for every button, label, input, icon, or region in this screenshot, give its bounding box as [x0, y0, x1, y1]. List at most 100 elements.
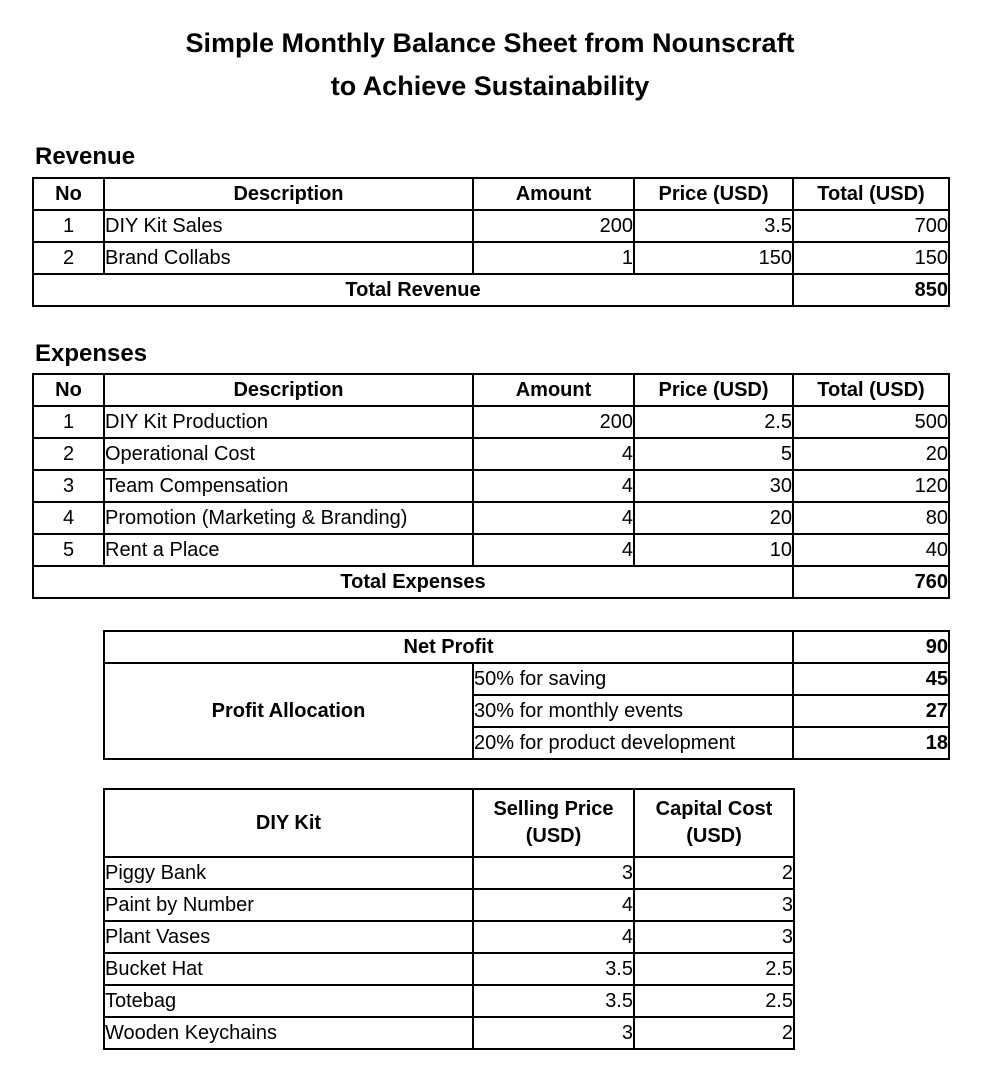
cell-description: DIY Kit Sales [103, 209, 474, 243]
cell-allocation: 50% for saving [472, 662, 794, 696]
cell-total: 20 [792, 437, 950, 471]
expenses-table: No Description Amount Price (USD) Total … [32, 373, 950, 599]
cell-allocation-value: 18 [792, 726, 950, 760]
cell-capital-cost: 2.5 [633, 952, 795, 986]
diy-kit-header-capital: Capital Cost (USD) [633, 788, 795, 858]
diy-kit-header-name: DIY Kit [103, 788, 474, 858]
cell-description: DIY Kit Production [103, 405, 474, 439]
table-row: 2 Operational Cost 4 5 20 [32, 437, 950, 471]
cell-capital-cost: 3 [633, 920, 795, 954]
diy-kit-header-selling-line-2: (USD) [525, 825, 582, 847]
table-row: 3 Team Compensation 4 30 120 [32, 469, 950, 503]
diy-kit-table: DIY Kit Selling Price (USD) Capital Cost… [103, 788, 795, 1050]
cell-kit-name: Plant Vases [103, 920, 474, 954]
net-profit-row: Net Profit 90 [103, 630, 950, 664]
revenue-total-label: Total Revenue [32, 273, 794, 307]
cell-amount: 4 [472, 469, 635, 503]
cell-capital-cost: 2 [633, 1016, 795, 1050]
table-row: Piggy Bank 3 2 [103, 856, 795, 890]
cell-no: 5 [32, 533, 105, 567]
cell-description: Team Compensation [103, 469, 474, 503]
cell-total: 120 [792, 469, 950, 503]
table-row: Profit Allocation 50% for saving 45 [103, 662, 950, 760]
table-row: 2 Brand Collabs 1 150 150 [32, 241, 950, 275]
cell-kit-name: Piggy Bank [103, 856, 474, 890]
cell-allocation: 30% for monthly events [472, 694, 794, 728]
cell-no: 1 [32, 405, 105, 439]
cell-price: 3.5 [633, 209, 794, 243]
cell-no: 1 [32, 209, 105, 243]
table-row: Totebag 3.5 2.5 [103, 984, 795, 1018]
table-row: Bucket Hat 3.5 2.5 [103, 952, 795, 986]
diy-kit-header-row: DIY Kit Selling Price (USD) Capital Cost… [103, 788, 795, 858]
net-profit-value: 90 [792, 630, 950, 664]
cell-amount: 200 [472, 405, 635, 439]
cell-capital-cost: 3 [633, 888, 795, 922]
cell-description: Rent a Place [103, 533, 474, 567]
cell-amount: 4 [472, 501, 635, 535]
cell-selling-price: 3 [472, 1016, 635, 1050]
page-title-line-1: Simple Monthly Balance Sheet from Nounsc… [185, 28, 795, 58]
cell-selling-price: 4 [472, 920, 635, 954]
cell-total: 150 [792, 241, 950, 275]
cell-capital-cost: 2.5 [633, 984, 795, 1018]
expenses-header-total: Total (USD) [792, 373, 950, 407]
table-row: 4 Promotion (Marketing & Branding) 4 20 … [32, 501, 950, 535]
table-row: 5 Rent a Place 4 10 40 [32, 533, 950, 567]
cell-price: 20 [633, 501, 794, 535]
table-row: 1 DIY Kit Sales 200 3.5 700 [32, 209, 950, 243]
cell-total: 500 [792, 405, 950, 439]
revenue-header-total: Total (USD) [792, 177, 950, 211]
cell-total: 700 [792, 209, 950, 243]
cell-capital-cost: 2 [633, 856, 795, 890]
revenue-table: No Description Amount Price (USD) Total … [32, 177, 950, 307]
table-row: Paint by Number 4 3 [103, 888, 795, 922]
table-row: 20% for product development 18 [104, 726, 950, 760]
diy-kit-header-selling: Selling Price (USD) [472, 788, 635, 858]
cell-selling-price: 4 [472, 888, 635, 922]
diy-kit-header-capital-line-2: (USD) [686, 825, 742, 847]
revenue-total-row: Total Revenue 850 [32, 273, 950, 307]
cell-no: 4 [32, 501, 105, 535]
revenue-header-price: Price (USD) [633, 177, 794, 211]
cell-description: Brand Collabs [103, 241, 474, 275]
revenue-header-amount: Amount [472, 177, 635, 211]
cell-price: 30 [633, 469, 794, 503]
cell-price: 150 [633, 241, 794, 275]
expenses-header-amount: Amount [472, 373, 635, 407]
table-row: Plant Vases 4 3 [103, 920, 795, 954]
expenses-header-row: No Description Amount Price (USD) Total … [32, 373, 950, 407]
expenses-section-heading: Expenses [35, 340, 148, 367]
page-title: Simple Monthly Balance Sheet from Nounsc… [32, 22, 948, 108]
cell-selling-price: 3.5 [472, 952, 635, 986]
table-row: 1 DIY Kit Production 200 2.5 500 [32, 405, 950, 439]
revenue-total-value: 850 [792, 273, 950, 307]
expenses-total-value: 760 [792, 565, 950, 599]
cell-description: Operational Cost [103, 437, 474, 471]
cell-selling-price: 3.5 [472, 984, 635, 1018]
revenue-header-no: No [32, 177, 105, 211]
cell-amount: 4 [472, 533, 635, 567]
cell-total: 40 [792, 533, 950, 567]
cell-allocation-value: 27 [792, 694, 950, 728]
cell-allocation-value: 45 [792, 662, 950, 696]
revenue-header-description: Description [103, 177, 474, 211]
cell-price: 5 [633, 437, 794, 471]
revenue-section-heading: Revenue [35, 143, 136, 170]
table-row: 30% for monthly events 27 [104, 694, 950, 728]
profit-allocation-label: Profit Allocation [103, 662, 474, 760]
cell-total: 80 [792, 501, 950, 535]
cell-price: 10 [633, 533, 794, 567]
expenses-header-price: Price (USD) [633, 373, 794, 407]
cell-kit-name: Wooden Keychains [103, 1016, 474, 1050]
expenses-total-label: Total Expenses [32, 565, 794, 599]
cell-amount: 4 [472, 437, 635, 471]
cell-amount: 1 [472, 241, 635, 275]
page-title-line-2: to Achieve Sustainability [330, 71, 650, 101]
expenses-header-no: No [32, 373, 105, 407]
profit-table: Net Profit 90 Profit Allocation 50% for … [103, 630, 950, 760]
diy-kit-header-capital-line-1: Capital Cost [655, 798, 773, 820]
cell-kit-name: Totebag [103, 984, 474, 1018]
cell-no: 3 [32, 469, 105, 503]
